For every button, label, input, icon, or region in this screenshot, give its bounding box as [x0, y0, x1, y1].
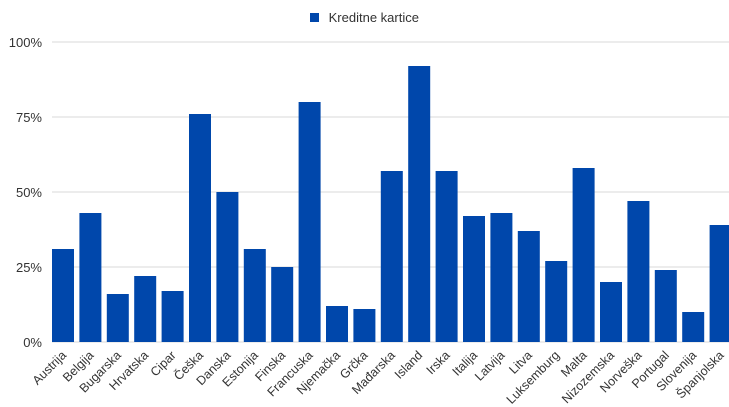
- bar: [106, 294, 129, 342]
- bar: [517, 231, 540, 342]
- bar: [600, 282, 622, 342]
- bar: [216, 192, 239, 342]
- bar: [682, 312, 705, 342]
- bar: [189, 114, 211, 342]
- y-tick-label: 100%: [9, 35, 43, 50]
- bar: [545, 261, 568, 342]
- x-tick-label: Irska: [424, 348, 453, 377]
- bar: [709, 225, 729, 342]
- bar: [627, 201, 650, 342]
- bar: [243, 249, 266, 342]
- bar: [435, 171, 458, 342]
- bar: [353, 309, 376, 342]
- bar: [134, 276, 157, 342]
- bar: [463, 216, 485, 342]
- bar: [161, 291, 184, 342]
- legend-swatch: [310, 13, 320, 22]
- bar: [298, 102, 321, 342]
- bar: [380, 171, 403, 342]
- bar: [654, 270, 677, 342]
- legend-label: Kreditne kartice: [328, 10, 419, 25]
- y-tick-label: 0%: [23, 335, 42, 350]
- x-tick-label: Latvija: [472, 348, 507, 383]
- x-tick-label: Island: [392, 348, 426, 382]
- bar: [326, 306, 348, 342]
- x-tick-label: Austrija: [30, 348, 69, 387]
- bar: [408, 66, 431, 342]
- y-tick-label: 25%: [16, 260, 42, 275]
- bar: [490, 213, 513, 342]
- y-tick-label: 75%: [16, 110, 42, 125]
- bar: [572, 168, 595, 342]
- y-tick-label: 50%: [16, 185, 42, 200]
- bar: [52, 249, 74, 342]
- bar: [79, 213, 102, 342]
- bar: [271, 267, 294, 342]
- chart-legend: Kreditne kartice: [0, 10, 729, 25]
